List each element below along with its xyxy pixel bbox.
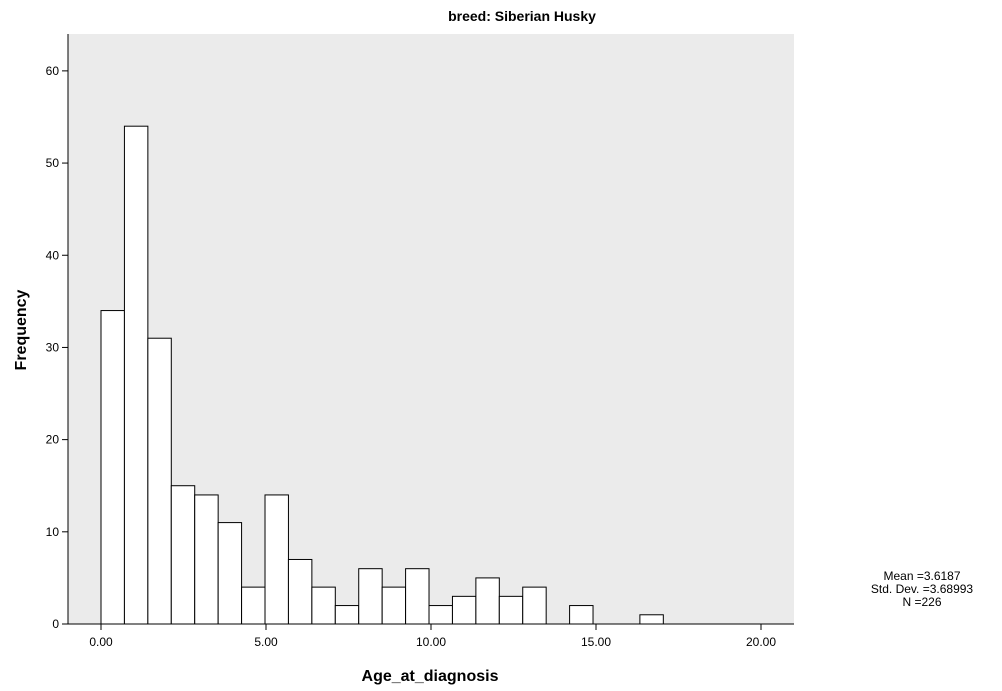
histogram-bar-18 (522, 586, 547, 625)
histogram-bar-6 (241, 586, 266, 625)
histogram-bar-10 (334, 605, 360, 625)
y-tick-label-20: 20 (46, 433, 60, 447)
histogram-bar-3 (170, 485, 196, 625)
histogram-bar-11 (358, 568, 383, 625)
histogram-bar-5 (217, 522, 243, 625)
y-tick-label-60: 60 (46, 64, 60, 78)
x-tick-label-10: 10.00 (416, 635, 446, 649)
histogram-bar-8 (287, 558, 313, 625)
histogram-bar-15 (451, 595, 477, 625)
histogram-bar-14 (428, 605, 453, 625)
histogram-bar-16 (475, 577, 500, 625)
x-tick-label-15: 15.00 (581, 635, 611, 649)
histogram-bars (100, 125, 664, 625)
statistics-box: Mean =3.6187 Std. Dev. =3.68993 N =226 (871, 569, 974, 609)
y-tick-label-50: 50 (46, 156, 60, 170)
histogram-bar-0 (100, 310, 125, 625)
chart-title: breed: Siberian Husky (448, 8, 596, 24)
y-tick-label-0: 0 (52, 617, 59, 631)
histogram-bar-9 (311, 586, 336, 625)
y-tick-label-30: 30 (46, 340, 60, 354)
histogram-bar-12 (381, 586, 407, 625)
y-axis-ticks: 0 10 20 30 40 50 60 (46, 64, 68, 631)
x-axis-ticks: 0.00 5.00 10.00 15.00 20.00 (89, 624, 776, 649)
x-tick-label-20: 20.00 (746, 635, 776, 649)
x-tick-label-5: 5.00 (254, 635, 278, 649)
histogram-bar-7 (264, 494, 289, 625)
y-tick-label-40: 40 (46, 248, 60, 262)
histogram-bar-2 (147, 337, 172, 625)
stats-mean: Mean =3.6187 (883, 569, 960, 583)
y-axis-title: Frequency (13, 289, 30, 370)
histogram-bar-4 (194, 494, 219, 625)
x-tick-label-0: 0.00 (89, 635, 113, 649)
stats-std-dev: Std. Dev. =3.68993 (871, 582, 974, 596)
histogram-bar-13 (405, 568, 430, 625)
histogram-bar-1 (123, 125, 149, 625)
x-axis-title: Age_at_diagnosis (362, 668, 499, 685)
stats-n: N =226 (902, 595, 941, 609)
histogram-bar-23 (639, 614, 664, 625)
histogram-bar-20 (569, 605, 594, 625)
histogram-bar-17 (498, 595, 524, 625)
y-tick-label-10: 10 (46, 525, 60, 539)
